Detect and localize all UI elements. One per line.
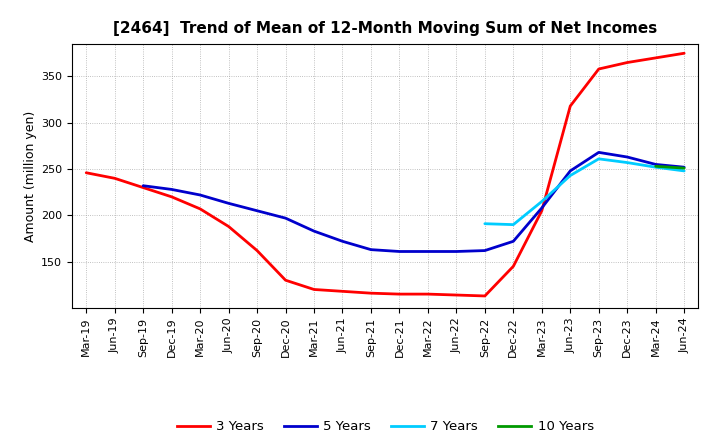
3 Years [509, 264, 518, 269]
5 Years [566, 168, 575, 173]
5 Years [423, 249, 432, 254]
Line: 7 Years: 7 Years [485, 159, 684, 225]
3 Years [225, 224, 233, 229]
5 Years [480, 248, 489, 253]
7 Years [652, 165, 660, 170]
5 Years [366, 247, 375, 252]
3 Years [680, 51, 688, 56]
3 Years [537, 208, 546, 213]
5 Years [282, 216, 290, 221]
7 Years [566, 173, 575, 178]
3 Years [395, 291, 404, 297]
5 Years [139, 183, 148, 188]
Line: 3 Years: 3 Years [86, 53, 684, 296]
3 Years [167, 194, 176, 199]
10 Years [680, 165, 688, 171]
7 Years [509, 222, 518, 227]
5 Years [338, 238, 347, 244]
3 Years [623, 60, 631, 65]
5 Years [509, 238, 518, 244]
5 Years [196, 192, 204, 198]
3 Years [480, 293, 489, 299]
5 Years [395, 249, 404, 254]
7 Years [480, 221, 489, 226]
5 Years [680, 165, 688, 170]
3 Years [282, 278, 290, 283]
Title: [2464]  Trend of Mean of 12-Month Moving Sum of Net Incomes: [2464] Trend of Mean of 12-Month Moving … [113, 21, 657, 36]
3 Years [595, 66, 603, 72]
3 Years [652, 55, 660, 61]
5 Years [623, 154, 631, 160]
3 Years [366, 290, 375, 296]
5 Years [452, 249, 461, 254]
3 Years [196, 206, 204, 212]
3 Years [253, 248, 261, 253]
Line: 5 Years: 5 Years [143, 152, 684, 252]
7 Years [537, 199, 546, 204]
3 Years [566, 103, 575, 109]
Legend: 3 Years, 5 Years, 7 Years, 10 Years: 3 Years, 5 Years, 7 Years, 10 Years [171, 415, 599, 439]
5 Years [310, 228, 318, 234]
7 Years [680, 168, 688, 173]
7 Years [623, 160, 631, 165]
3 Years [110, 176, 119, 181]
5 Years [652, 162, 660, 167]
3 Years [310, 287, 318, 292]
Y-axis label: Amount (million yen): Amount (million yen) [24, 110, 37, 242]
3 Years [82, 170, 91, 176]
7 Years [595, 156, 603, 161]
10 Years [652, 164, 660, 169]
3 Years [338, 289, 347, 294]
5 Years [595, 150, 603, 155]
Line: 10 Years: 10 Years [656, 166, 684, 168]
5 Years [225, 201, 233, 206]
5 Years [167, 187, 176, 192]
5 Years [537, 205, 546, 211]
3 Years [139, 185, 148, 190]
3 Years [452, 293, 461, 298]
5 Years [253, 208, 261, 213]
3 Years [423, 291, 432, 297]
